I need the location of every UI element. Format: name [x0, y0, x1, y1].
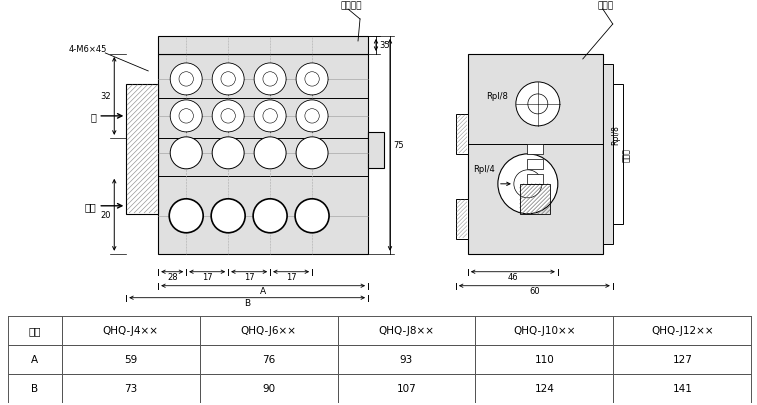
Text: 76: 76 [262, 354, 276, 364]
Text: 90: 90 [262, 384, 275, 393]
Bar [468, 55, 603, 254]
Text: QHQ-J6××: QHQ-J6×× [241, 326, 297, 335]
Bar [368, 132, 384, 168]
Text: 油: 油 [90, 112, 96, 122]
Text: 59: 59 [124, 354, 137, 364]
Bar [520, 184, 550, 214]
Text: 107: 107 [397, 384, 416, 393]
Text: 60: 60 [529, 286, 540, 295]
Text: 28: 28 [167, 272, 178, 281]
Text: 35: 35 [379, 41, 390, 50]
Circle shape [221, 109, 235, 124]
Circle shape [498, 154, 558, 214]
Bar [527, 145, 543, 154]
Text: 20: 20 [101, 211, 111, 220]
Text: B: B [244, 298, 251, 307]
Bar [457, 200, 467, 238]
Text: 17: 17 [286, 272, 297, 281]
Text: 17: 17 [202, 272, 213, 281]
Text: Rpl/4: Rpl/4 [473, 165, 494, 174]
Bar [158, 37, 368, 55]
Circle shape [263, 109, 277, 124]
Bar [527, 160, 543, 169]
Bar [456, 199, 468, 239]
Circle shape [296, 138, 328, 169]
Circle shape [212, 101, 245, 132]
Circle shape [170, 64, 202, 96]
Bar [527, 175, 543, 184]
Bar [456, 115, 468, 154]
Bar [612, 85, 623, 224]
Text: B: B [31, 384, 38, 393]
Text: 127: 127 [672, 354, 692, 364]
Text: Rpl/8: Rpl/8 [611, 125, 620, 145]
Text: 17: 17 [244, 272, 254, 281]
Circle shape [528, 95, 548, 115]
Bar [457, 115, 467, 153]
Circle shape [212, 138, 245, 169]
Circle shape [179, 72, 193, 87]
Text: 124: 124 [534, 384, 554, 393]
Text: 73: 73 [124, 384, 137, 393]
Circle shape [254, 138, 286, 169]
Circle shape [211, 199, 245, 233]
Text: 32: 32 [101, 92, 111, 101]
Bar [158, 55, 368, 254]
Bar [520, 184, 550, 214]
Text: 型号: 型号 [29, 326, 41, 335]
Text: QHQ-J4××: QHQ-J4×× [103, 326, 159, 335]
Circle shape [514, 171, 542, 198]
Circle shape [170, 199, 203, 233]
Bar [126, 85, 158, 214]
Circle shape [212, 64, 245, 96]
Circle shape [263, 72, 277, 87]
Circle shape [253, 199, 287, 233]
Bar [603, 65, 612, 244]
Text: 75: 75 [393, 141, 403, 150]
Text: QHQ-J8××: QHQ-J8×× [378, 326, 435, 335]
Text: 分配器: 分配器 [598, 1, 614, 10]
Circle shape [305, 72, 319, 87]
Text: QHQ-J10××: QHQ-J10×× [513, 326, 575, 335]
Circle shape [516, 83, 560, 126]
Text: 空气: 空气 [85, 201, 96, 211]
Text: A: A [31, 354, 38, 364]
Text: 46: 46 [507, 272, 519, 281]
Circle shape [221, 72, 235, 87]
Text: 93: 93 [400, 354, 413, 364]
Circle shape [170, 101, 202, 132]
Circle shape [296, 64, 328, 96]
Text: 141: 141 [672, 384, 692, 393]
Bar [469, 56, 602, 253]
Circle shape [295, 199, 329, 233]
Circle shape [170, 138, 202, 169]
Bar [127, 86, 157, 213]
Circle shape [305, 109, 319, 124]
Text: 混合器体: 混合器体 [340, 1, 362, 10]
Text: QHQ-J12××: QHQ-J12×× [651, 326, 714, 335]
Circle shape [179, 109, 193, 124]
Text: A: A [260, 286, 266, 295]
Text: Rpl/8: Rpl/8 [486, 92, 508, 101]
Circle shape [254, 64, 286, 96]
Circle shape [296, 101, 328, 132]
Circle shape [254, 101, 286, 132]
Text: 出气口: 出气口 [622, 147, 631, 161]
Text: 110: 110 [534, 354, 554, 364]
Text: 4-M6×45: 4-M6×45 [68, 45, 107, 54]
